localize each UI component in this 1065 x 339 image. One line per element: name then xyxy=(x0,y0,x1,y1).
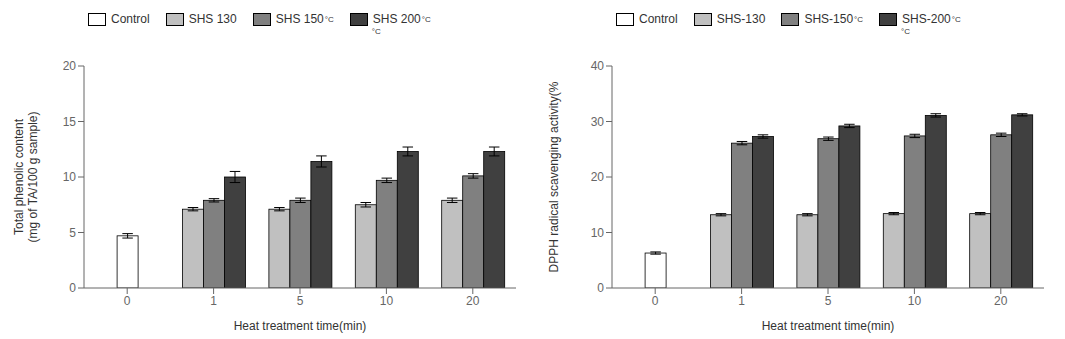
svg-text:DPPH radical scavenging activi: DPPH radical scavenging activity(% xyxy=(547,81,561,272)
svg-text:Heat treatment time(min): Heat treatment time(min) xyxy=(234,319,367,333)
svg-text:10: 10 xyxy=(380,294,394,308)
svg-text:10: 10 xyxy=(63,170,77,184)
svg-text:20: 20 xyxy=(466,294,480,308)
svg-text:0: 0 xyxy=(652,294,659,308)
svg-text:Heat treatment time(min): Heat treatment time(min) xyxy=(762,319,895,333)
html-text:°C: °C xyxy=(371,27,381,36)
svg-text:10: 10 xyxy=(908,294,922,308)
svg-text:5: 5 xyxy=(69,226,76,240)
html-text:Control: Control xyxy=(111,12,150,26)
svg-text:10: 10 xyxy=(591,226,605,240)
svg-text:0: 0 xyxy=(124,294,131,308)
svg-text:20: 20 xyxy=(591,170,605,184)
svg-text:40: 40 xyxy=(591,59,605,73)
html-text:SHS-150°C: SHS-150°C xyxy=(804,12,864,26)
svg-text:0: 0 xyxy=(597,281,604,295)
html-text:SHS-130: SHS-130 xyxy=(716,12,766,26)
svg-text:5: 5 xyxy=(825,294,832,308)
html-text:SHS 130: SHS 130 xyxy=(188,12,237,26)
svg-text:30: 30 xyxy=(591,115,605,129)
html-text:Control: Control xyxy=(639,12,678,26)
svg-text:15: 15 xyxy=(63,115,77,129)
svg-text:0: 0 xyxy=(69,281,76,295)
svg-text:1: 1 xyxy=(210,294,217,308)
svg-text:5: 5 xyxy=(297,294,304,308)
svg-text:1: 1 xyxy=(738,294,745,308)
html-text:SHS 200°C: SHS 200°C xyxy=(372,12,431,26)
svg-text:Total phenolic content(mg of T: Total phenolic content(mg of TA/100 g sa… xyxy=(12,112,40,243)
svg-text:20: 20 xyxy=(994,294,1008,308)
html-text:SHS-200°C: SHS-200°C xyxy=(902,12,961,26)
svg-text:20: 20 xyxy=(63,59,77,73)
html-text:°C: °C xyxy=(901,27,911,36)
html-text:SHS 150°C: SHS 150°C xyxy=(275,12,334,26)
